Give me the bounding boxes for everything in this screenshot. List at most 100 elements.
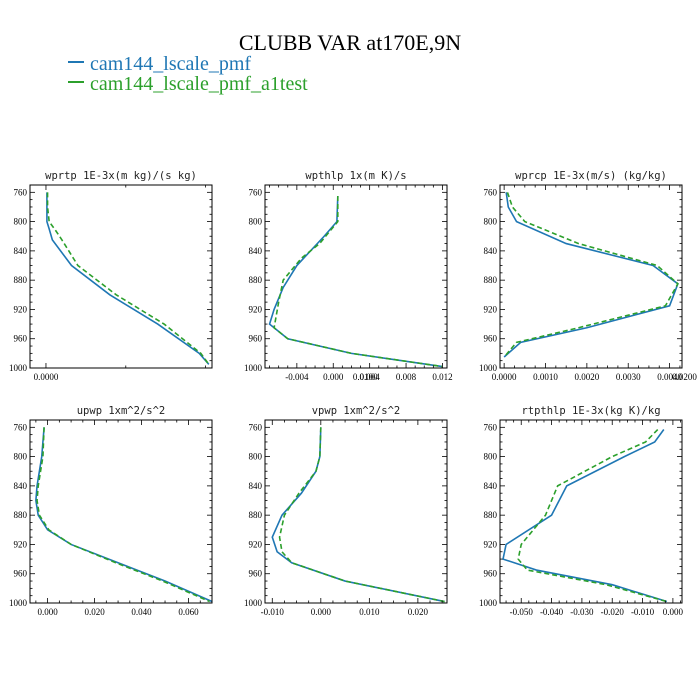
y-tick-label: 920 [249,304,263,314]
y-tick-label: 840 [249,481,263,491]
series-line-2 [517,428,668,603]
x-tick-label: 0.040 [131,607,152,617]
plot-frame [264,419,448,604]
x-tick-label: -0.030 [570,607,594,617]
series-line-2 [46,192,210,365]
y-tick-label: 920 [14,304,28,314]
plot-frame [29,419,213,604]
panel-title: wprtp 1E-3x(m kg)/(s kg) [45,170,197,182]
series-line-2 [278,427,445,603]
series-line-2 [273,195,443,368]
y-tick-label: 1000 [244,598,263,608]
y-tick-label: 960 [249,569,263,579]
y-tick-label: 880 [14,275,28,285]
x-tick-label: -0.050 [510,607,534,617]
y-tick-label: 920 [14,539,28,549]
x-tick-label: -0.040 [540,607,564,617]
series-line-2 [503,192,679,358]
plot-frame [29,184,213,369]
y-tick-label: 840 [14,481,28,491]
x-tick-label: 0.060 [178,607,199,617]
y-tick-label: 800 [14,452,28,462]
panel-title: wpthlp 1x(m K)/s [305,170,406,182]
y-tick-label: 1000 [244,363,263,373]
series-line-1 [35,427,212,603]
panel-title: vpwp 1xm^2/s^2 [312,405,401,417]
y-tick-label: 960 [249,334,263,344]
x-tick-label: 0.000 [663,607,684,617]
series-line-2 [36,427,210,603]
legend-label-2: cam144_lscale_pmf_a1test [90,73,308,95]
y-tick-label: 800 [249,217,263,227]
series-line-1 [271,427,445,603]
panel-5: vpwp 1xm^2/s^2 760 800 840 880 920 960 1000-0.0… [244,405,448,617]
plot-frame [499,419,683,604]
x-tick-label: 0.010 [359,607,380,617]
panel-6: rtpthlp 1E-3x(kg K)/kg 760 800 840 880 920 960… [479,405,684,617]
x-tick-label: 0.0100 [353,372,378,382]
y-tick-label: 880 [484,275,498,285]
legend-label-1: cam144_lscale_pmf [90,53,251,75]
y-tick-label: 760 [249,422,263,432]
panel-4: upwp 1xm^2/s^2 760 800 840 880 920 960 1000 0.00… [9,405,213,617]
y-tick-label: 960 [14,334,28,344]
y-tick-label: 760 [249,187,263,197]
x-tick-label: 0.000 [311,607,332,617]
y-tick-label: 840 [14,246,28,256]
y-tick-label: 840 [249,246,263,256]
y-tick-label: 760 [484,187,498,197]
panel-title: rtpthlp 1E-3x(kg K)/kg [521,405,660,417]
x-tick-label: 0.0040 [657,372,682,382]
x-tick-label: -0.010 [261,607,285,617]
y-tick-label: 840 [484,246,498,256]
y-tick-label: 960 [484,569,498,579]
x-tick-label: -0.010 [631,607,655,617]
x-tick-label: 0.004 [360,372,381,382]
panel-title: wprcp 1E-3x(m/s) (kg/kg) [515,170,667,182]
series-line-1 [503,192,679,358]
x-tick-label: 0.008 [396,372,417,382]
y-tick-label: 1000 [479,363,498,373]
y-tick-label: 920 [484,304,498,314]
plot-frame [264,184,448,369]
panels: wprtp 1E-3x(m kg)/(s kg) 760 800 840 880 920 9… [9,170,697,617]
panel-title: upwp 1xm^2/s^2 [77,405,166,417]
panel-3: wprcp 1E-3x(m/s) (kg/kg) 760 800 840 880 920 9… [479,170,683,382]
y-tick-label: 880 [249,510,263,520]
y-tick-label: 800 [249,452,263,462]
series-line-1 [502,429,668,603]
y-tick-label: 880 [14,510,28,520]
x-tick-label: 0.0010 [533,372,558,382]
plot-frame [499,184,683,369]
figure-title: CLUBB VAR at170E,9N [239,30,461,55]
x-tick-label: 0.020 [408,607,429,617]
panel-2: wpthlp 1x(m K)/s 760 800 840 880 920 960 1000 -0… [244,170,453,382]
x-tick-label: 0.0020 [574,372,599,382]
y-tick-label: 800 [484,217,498,227]
y-tick-label: 1000 [9,598,28,608]
y-tick-label: 960 [484,334,498,344]
y-tick-label: 1000 [9,363,28,373]
y-tick-label: 800 [484,452,498,462]
x-tick-label: 0.020 [84,607,105,617]
y-tick-label: 840 [484,481,498,491]
y-tick-label: 760 [484,422,498,432]
series-line-1 [46,192,210,365]
panel-1: wprtp 1E-3x(m kg)/(s kg) 760 800 840 880 920 9… [9,170,697,382]
y-tick-label: 880 [249,275,263,285]
x-tick-label: 0.0030 [616,372,641,382]
x-tick-label: -0.004 [285,372,309,382]
x-tick-label: 0.000 [37,607,58,617]
x-tick-label: 0.000 [323,372,344,382]
x-tick-label: -0.020 [601,607,625,617]
y-tick-label: 760 [14,422,28,432]
x-tick-label: 0.0200 [672,372,697,382]
y-tick-label: 760 [14,187,28,197]
y-tick-label: 920 [484,539,498,549]
y-tick-label: 920 [249,539,263,549]
x-tick-label: 0.012 [432,372,452,382]
y-tick-label: 1000 [479,598,498,608]
legend: cam144_lscale_pmf cam144_lscale_pmf_a1te… [68,53,308,95]
y-tick-label: 800 [14,217,28,227]
